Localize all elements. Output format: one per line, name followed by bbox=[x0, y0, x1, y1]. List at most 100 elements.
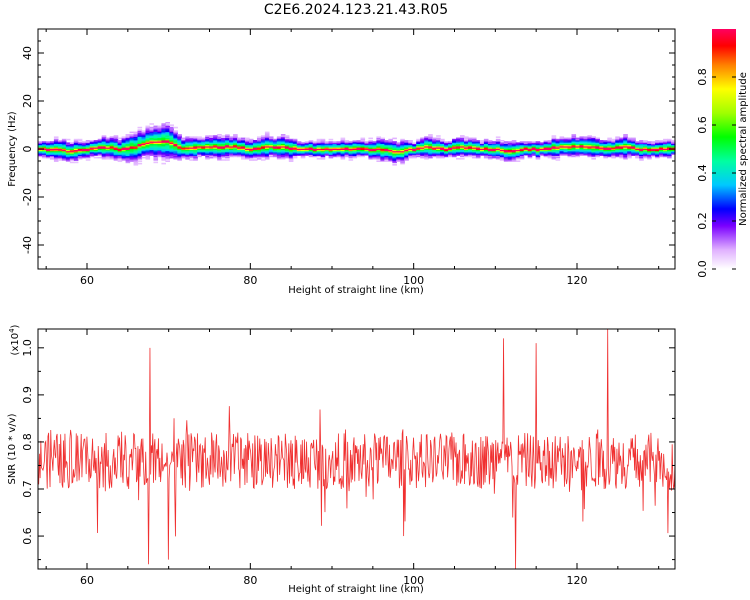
heatmap-cell bbox=[173, 126, 178, 129]
heatmap-cell bbox=[316, 138, 322, 141]
heatmap-cell bbox=[467, 146, 473, 148]
heatmap-cell bbox=[284, 136, 290, 138]
heatmap-cell bbox=[45, 156, 51, 159]
heatmap-cell bbox=[288, 143, 294, 146]
heatmap-cell bbox=[69, 153, 75, 155]
heatmap-cell bbox=[483, 152, 489, 154]
heatmap-cell bbox=[45, 144, 51, 147]
heatmap-cell bbox=[603, 142, 608, 144]
heatmap-cell bbox=[559, 148, 565, 150]
heatmap-cell bbox=[328, 155, 334, 158]
heatmap-cell bbox=[276, 141, 282, 143]
heatmap-cell bbox=[408, 152, 413, 154]
heatmap-cell bbox=[185, 137, 190, 140]
heatmap-cell bbox=[121, 142, 127, 144]
heatmap-cell bbox=[245, 158, 250, 160]
heatmap-cell bbox=[424, 146, 429, 148]
colorbar-tick-label: 0.0 bbox=[696, 260, 709, 278]
heatmap-cell bbox=[165, 156, 170, 159]
heatmap-cell bbox=[245, 141, 250, 143]
heatmap-cell bbox=[495, 146, 501, 148]
heatmap-cell bbox=[153, 132, 159, 135]
heatmap-cell bbox=[113, 143, 119, 146]
heatmap-cell bbox=[221, 135, 226, 137]
heatmap-cell bbox=[260, 152, 266, 154]
heatmap-cell bbox=[169, 141, 174, 143]
heatmap-cell bbox=[181, 140, 186, 142]
heatmap-cell bbox=[607, 138, 612, 141]
heatmap-cell bbox=[396, 147, 401, 149]
heatmap-cell bbox=[671, 150, 676, 153]
heatmap-cell bbox=[348, 156, 354, 159]
heatmap-cell bbox=[252, 149, 258, 152]
heatmap-cell bbox=[583, 136, 589, 138]
heatmap-cell bbox=[635, 143, 640, 146]
heatmap-cell bbox=[117, 148, 123, 150]
heatmap-cell bbox=[245, 153, 250, 155]
heatmap-cell bbox=[308, 149, 314, 152]
heatmap-cell bbox=[563, 141, 569, 143]
heatmap-cell bbox=[77, 155, 83, 158]
heatmap-cell bbox=[65, 149, 71, 152]
heatmap-cell bbox=[388, 152, 393, 154]
heatmap-cell bbox=[133, 136, 139, 138]
heatmap-cell bbox=[133, 154, 139, 156]
heatmap-cell bbox=[539, 148, 545, 150]
heatmap-cell bbox=[495, 144, 501, 147]
heatmap-cell bbox=[583, 147, 589, 149]
heatmap-cell bbox=[336, 142, 342, 144]
heatmap-cell bbox=[392, 143, 397, 146]
heatmap-cell bbox=[671, 140, 676, 142]
heatmap-cell bbox=[149, 135, 155, 137]
heatmap-cell bbox=[117, 160, 123, 162]
heatmap-cell bbox=[101, 141, 107, 143]
heatmap-cell bbox=[61, 159, 67, 161]
heatmap-cell bbox=[280, 142, 286, 144]
heatmap-cell bbox=[623, 156, 628, 159]
heatmap-cell bbox=[77, 143, 83, 146]
heatmap-cell bbox=[93, 147, 99, 149]
heatmap-cell bbox=[117, 156, 123, 159]
heatmap-cell bbox=[264, 156, 270, 159]
heatmap-cell bbox=[511, 160, 517, 162]
heatmap-cell bbox=[61, 158, 67, 160]
heatmap-cell bbox=[547, 146, 553, 148]
heatmap-cell bbox=[376, 141, 381, 143]
heatmap-cell bbox=[527, 146, 533, 148]
heatmap-cell bbox=[623, 150, 628, 153]
y-tick-label: 0.7 bbox=[21, 480, 34, 498]
heatmap-cell bbox=[145, 144, 151, 147]
snr-scale-note: (x104) bbox=[8, 324, 21, 355]
heatmap-cell bbox=[129, 137, 135, 140]
heatmap-cell bbox=[655, 149, 660, 152]
heatmap-cell bbox=[137, 135, 143, 137]
heatmap-cell bbox=[615, 146, 620, 148]
heatmap-cell bbox=[161, 146, 166, 148]
heatmap-cell bbox=[296, 148, 302, 150]
heatmap-cell bbox=[101, 146, 107, 148]
heatmap-cell bbox=[177, 150, 182, 153]
heatmap-cell bbox=[655, 147, 660, 149]
heatmap-cell bbox=[157, 140, 163, 142]
heatmap-cell bbox=[93, 156, 99, 159]
heatmap-cell bbox=[38, 155, 43, 158]
heatmap-cell bbox=[428, 156, 433, 159]
heatmap-cell bbox=[249, 154, 254, 156]
heatmap-cell bbox=[77, 140, 83, 142]
heatmap-cell bbox=[487, 147, 493, 149]
heatmap-cell bbox=[615, 152, 620, 154]
heatmap-cell bbox=[221, 156, 226, 159]
heatmap-cell bbox=[515, 147, 521, 149]
heatmap-cell bbox=[320, 149, 326, 152]
heatmap-cell bbox=[209, 136, 214, 138]
heatmap-cell bbox=[404, 154, 409, 156]
heatmap-cell bbox=[249, 141, 254, 143]
heatmap-cell bbox=[217, 150, 222, 153]
heatmap-cell bbox=[185, 136, 190, 138]
heatmap-cell bbox=[249, 140, 254, 142]
heatmap-cell bbox=[332, 153, 338, 155]
heatmap-cell bbox=[264, 155, 270, 158]
heatmap-cell bbox=[380, 150, 385, 153]
heatmap-cell bbox=[400, 161, 405, 164]
heatmap-cell bbox=[324, 142, 330, 144]
